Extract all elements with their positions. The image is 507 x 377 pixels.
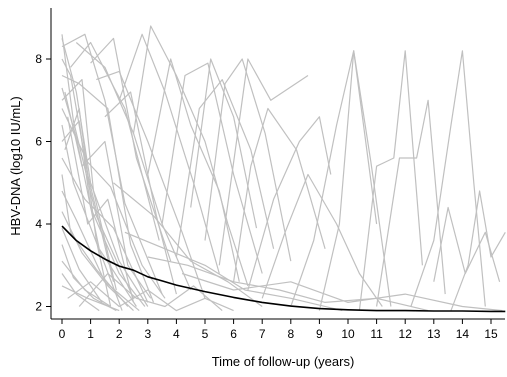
x-axis-label: Time of follow-up (years) xyxy=(212,354,355,369)
y-tick-label: 2 xyxy=(35,300,42,314)
individual-series-line-49 xyxy=(64,91,152,299)
x-tick-label: 14 xyxy=(456,327,470,341)
individual-series-line-24 xyxy=(118,33,220,274)
x-tick-label: 10 xyxy=(341,327,355,341)
individual-series-line-22 xyxy=(96,70,206,299)
individual-series-line-37 xyxy=(318,50,392,311)
individual-series-line-26 xyxy=(132,25,249,287)
individual-series-line-30 xyxy=(190,58,258,229)
individual-series-line-32 xyxy=(218,58,309,266)
individual-series-line-36 xyxy=(290,50,378,307)
individual-series-line-34 xyxy=(247,116,332,291)
x-tick-label: 0 xyxy=(59,327,66,341)
individual-series-line-3 xyxy=(61,33,163,295)
x-tick-label: 1 xyxy=(87,327,94,341)
individual-series-line-9 xyxy=(61,124,123,311)
mean-series-group xyxy=(61,225,506,313)
individual-series-line-19 xyxy=(61,285,120,312)
x-tick-label: 3 xyxy=(144,327,151,341)
individual-series-line-11 xyxy=(61,157,149,303)
individual-series-line-5 xyxy=(61,74,155,303)
individual-series-line-17 xyxy=(61,260,111,308)
x-tick-label: 4 xyxy=(173,327,180,341)
individual-series-line-50 xyxy=(67,116,135,303)
y-axis-label: HBV-DNA (log10 IU/mL) xyxy=(8,96,23,235)
x-tick-label: 2 xyxy=(116,327,123,341)
x-tick-label: 13 xyxy=(427,327,441,341)
x-tick-label: 15 xyxy=(484,327,498,341)
mean-series-line xyxy=(61,225,506,313)
individual-series-line-45 xyxy=(147,256,429,312)
y-tick-label: 8 xyxy=(35,52,42,66)
individual-series-line-38 xyxy=(358,50,423,311)
individual-series-line-40 xyxy=(410,50,486,307)
individual-series-line-21 xyxy=(90,37,172,262)
x-tick-label: 11 xyxy=(370,327,383,341)
y-tick-label: 4 xyxy=(35,217,42,231)
x-tick-label: 9 xyxy=(316,327,323,341)
individual-series-line-42 xyxy=(450,190,506,311)
individual-series-line-15 xyxy=(61,227,103,303)
individual-series-line-46 xyxy=(181,272,503,312)
x-tick-label: 5 xyxy=(202,327,209,341)
individual-series-line-1 xyxy=(61,38,149,307)
individual-series-line-31 xyxy=(204,58,292,262)
y-tick-label: 6 xyxy=(35,135,42,149)
x-tick-label: 8 xyxy=(287,327,294,341)
individual-series-group xyxy=(61,25,506,312)
individual-series-line-25 xyxy=(104,91,177,295)
individual-series-line-23 xyxy=(70,41,160,241)
individual-series-line-47 xyxy=(67,281,234,312)
individual-series-line-18 xyxy=(61,273,100,312)
individual-series-line-29 xyxy=(175,78,275,258)
x-tick-label: 7 xyxy=(259,327,266,341)
individual-series-line-14 xyxy=(61,211,134,312)
individual-series-line-8 xyxy=(61,108,166,299)
individual-series-line-39 xyxy=(376,99,446,307)
individual-series-line-27 xyxy=(147,58,240,282)
x-tick-label: 12 xyxy=(399,327,413,341)
individual-series-line-28 xyxy=(161,62,263,274)
individual-series-line-43 xyxy=(113,182,263,307)
individual-series-line-51 xyxy=(64,107,112,307)
x-tick-label: 6 xyxy=(230,327,237,341)
individual-series-line-44 xyxy=(124,231,343,312)
individual-series-line-33 xyxy=(233,107,326,282)
